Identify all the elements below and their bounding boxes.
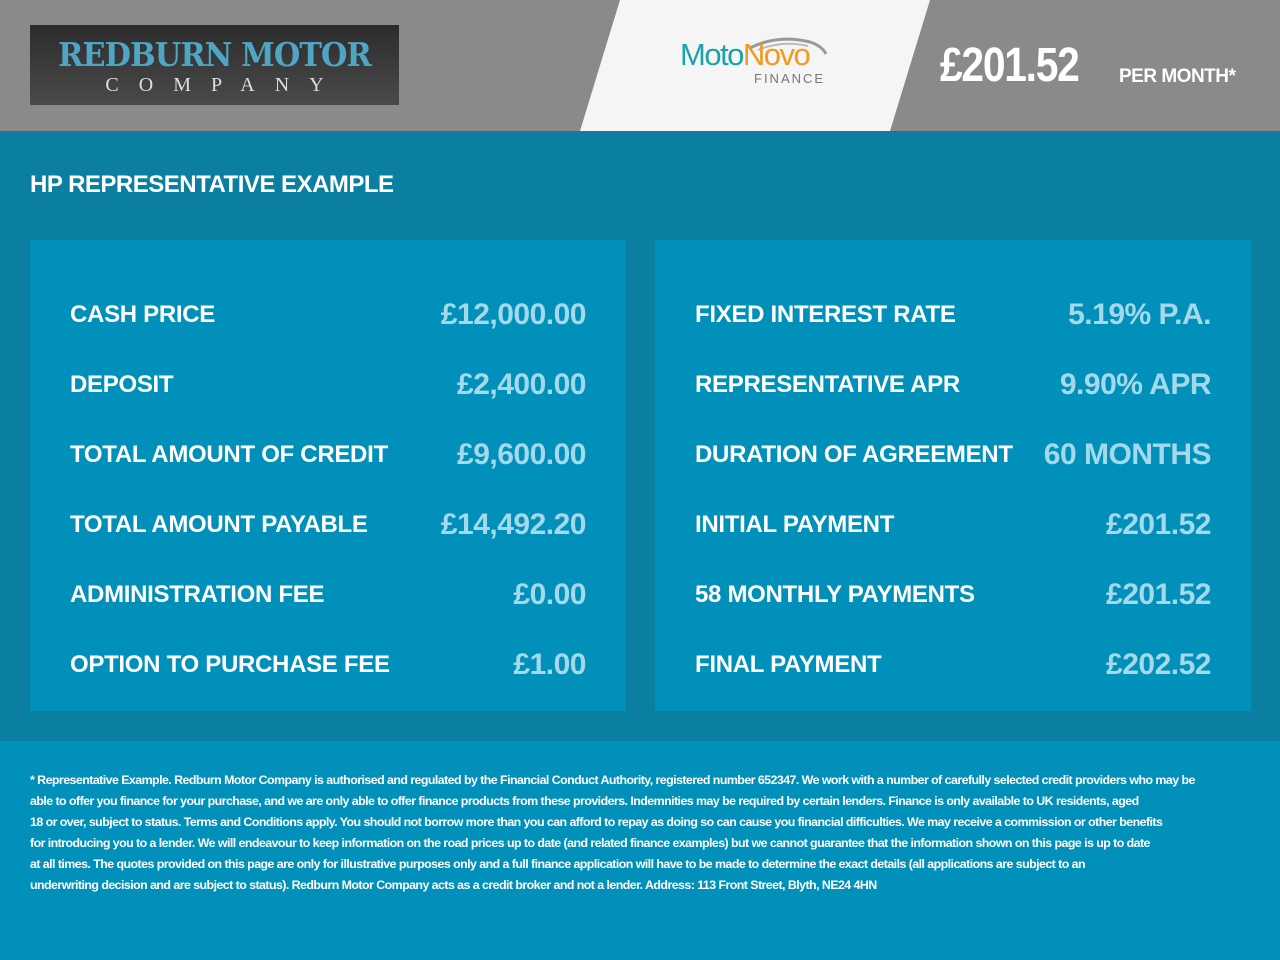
finance-row: INITIAL PAYMENT £201.52	[695, 490, 1211, 560]
disclaimer-line: * Representative Example. Redburn Motor …	[30, 773, 1195, 787]
finance-label: FIXED INTEREST RATE	[695, 301, 956, 328]
car-icon	[749, 37, 828, 55]
finance-value: £1.00	[513, 648, 586, 681]
finance-value: £14,492.20	[440, 508, 587, 541]
monthly-price: £201.52	[940, 39, 1080, 92]
finance-label: DEPOSIT	[70, 371, 174, 398]
finance-value: £9,600.00	[457, 438, 586, 471]
dealer-logo-name: REDBURN MOTOR	[58, 35, 372, 74]
finance-label: FINAL PAYMENT	[695, 651, 882, 678]
disclaimer-line: for introducing you to a lender. We will…	[30, 836, 1150, 850]
disclaimer: * Representative Example. Redburn Motor …	[0, 741, 1280, 960]
finance-value: 5.19% P.A.	[1068, 298, 1211, 331]
finance-label: ADMINISTRATION FEE	[70, 581, 325, 608]
finance-value: £2,400.00	[457, 368, 586, 401]
per-month-label: PER MONTH*	[1119, 66, 1236, 87]
finance-value: £201.52	[1106, 508, 1211, 541]
finance-row: TOTAL AMOUNT PAYABLE £14,492.20	[70, 490, 587, 560]
finance-label: OPTION TO PURCHASE FEE	[70, 651, 390, 678]
lender-logo-novo: Novo	[742, 37, 811, 72]
finance-label: REPRESENTATIVE APR	[695, 371, 960, 398]
dealer-logo: REDBURN MOTOR COMPANY	[30, 25, 399, 105]
finance-value: £202.52	[1106, 648, 1211, 681]
finance-row: TOTAL AMOUNT OF CREDIT £9,600.00	[70, 420, 586, 490]
finance-row: REPRESENTATIVE APR 9.90% APR	[695, 350, 1212, 420]
finance-value: 9.90% APR	[1059, 368, 1212, 401]
finance-row: ADMINISTRATION FEE £0.00	[70, 560, 586, 630]
finance-label: TOTAL AMOUNT OF CREDIT	[70, 441, 388, 468]
finance-row: 58 MONTHLY PAYMENTS £201.52	[695, 560, 1211, 630]
finance-label: TOTAL AMOUNT PAYABLE	[70, 511, 368, 538]
disclaimer-line: able to offer you finance for your purch…	[30, 794, 1139, 808]
finance-row: OPTION TO PURCHASE FEE £1.00	[70, 630, 586, 700]
finance-row: DEPOSIT £2,400.00	[70, 350, 586, 420]
header: REDBURN MOTOR COMPANY MotoNovo FINANCE £…	[0, 0, 1280, 131]
disclaimer-line: 18 or over, subject to status. Terms and…	[30, 815, 1163, 829]
finance-value: £0.00	[513, 578, 586, 611]
disclaimer-line: underwriting decision and are subject to…	[30, 878, 877, 892]
disclaimer-line: at all times. The quotes provided on thi…	[30, 857, 1086, 871]
finance-value: 60 MONTHS	[1043, 438, 1212, 471]
right-panel: FIXED INTEREST RATE 5.19% P.A. REPRESENTAT…	[655, 240, 1251, 711]
finance-row: DURATION OF AGREEMENT 60 MONTHS	[695, 420, 1212, 490]
finance-label: INITIAL PAYMENT	[695, 511, 895, 538]
left-panel: CASH PRICE £12,000.00 DEPOSIT £2,400.00 TOTA…	[30, 240, 626, 711]
finance-label: CASH PRICE	[70, 301, 216, 328]
lender-logo-sub: FINANCE	[754, 71, 826, 86]
finance-row: CASH PRICE £12,000.00	[70, 280, 587, 350]
finance-label: DURATION OF AGREEMENT	[695, 441, 1013, 468]
finance-row: FIXED INTEREST RATE 5.19% P.A.	[695, 280, 1211, 350]
lender-logo-background	[580, 0, 930, 131]
lender-logo: MotoNovo FINANCE	[680, 38, 840, 86]
page-title: HP REPRESENTATIVE EXAMPLE	[30, 171, 394, 198]
finance-row: FINAL PAYMENT £202.52	[695, 630, 1211, 700]
lender-logo-moto: Moto	[680, 37, 744, 72]
finance-label: 58 MONTHLY PAYMENTS	[695, 581, 975, 608]
dealer-logo-sub: COMPANY	[105, 74, 344, 96]
finance-value: £201.52	[1106, 578, 1211, 611]
finance-value: £12,000.00	[440, 298, 587, 331]
